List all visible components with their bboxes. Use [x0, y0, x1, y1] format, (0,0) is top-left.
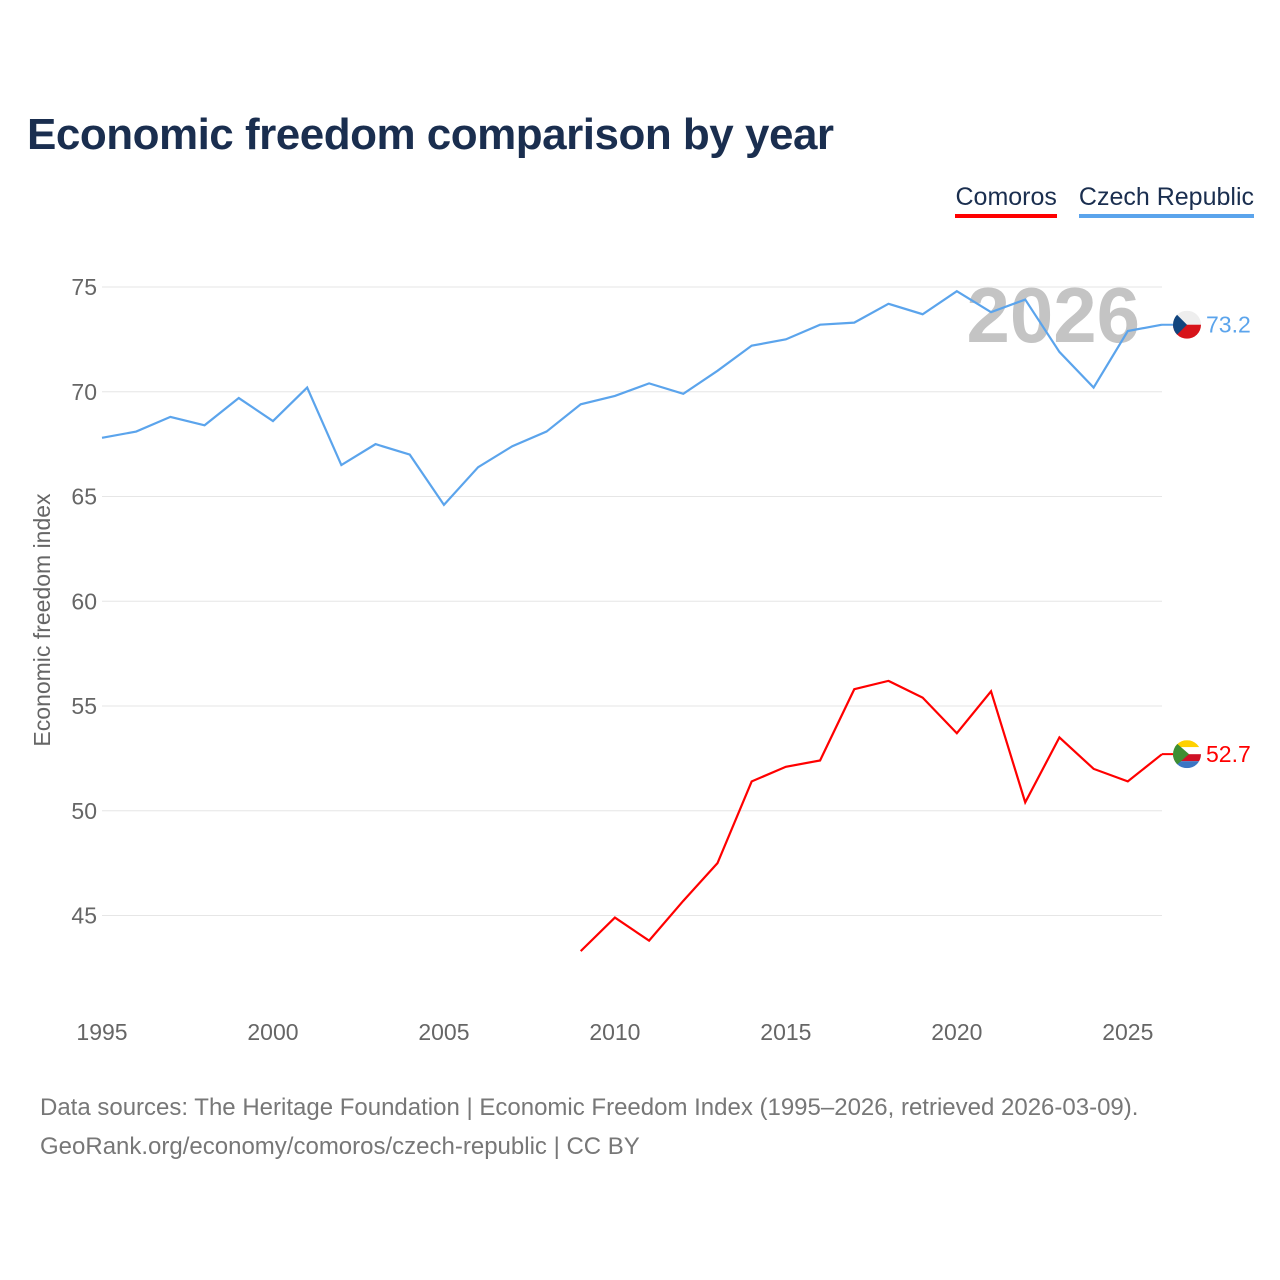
y-tick-label: 45 [71, 903, 97, 929]
legend: Comoros Czech Republic [955, 183, 1254, 218]
x-tick-label: 2025 [1102, 1019, 1153, 1045]
watermark-year: 2026 [966, 271, 1140, 359]
end-value-label-comoros: 52.7 [1206, 741, 1251, 767]
legend-item-czech-republic[interactable]: Czech Republic [1078, 183, 1254, 218]
y-tick-label: 60 [71, 588, 97, 614]
x-tick-label: 2020 [931, 1019, 982, 1045]
y-tick-label: 70 [71, 379, 97, 405]
series-line-czech-republic [101, 289, 1163, 507]
x-tick-label: 2010 [589, 1019, 640, 1045]
footer-link[interactable]: GeoRank.org/economy/comoros/czech-republ… [40, 1133, 640, 1160]
end-value-label-czech-republic: 73.2 [1206, 312, 1251, 338]
y-tick-label: 55 [71, 693, 97, 719]
y-tick-label: 50 [71, 798, 97, 824]
chart-title: Economic freedom comparison by year [27, 110, 834, 159]
series-line-comoros [579, 679, 1163, 952]
x-tick-label: 1995 [76, 1019, 127, 1045]
x-tick-label: 2000 [247, 1019, 298, 1045]
x-tick-label: 2005 [418, 1019, 469, 1045]
comoros-flag-icon [1173, 740, 1201, 769]
czech-republic-flag-icon [1173, 310, 1201, 339]
legend-item-comoros[interactable]: Comoros [955, 183, 1057, 218]
y-tick-label: 65 [71, 484, 97, 510]
footer: Data sources: The Heritage Foundation | … [40, 1088, 1138, 1166]
footer-sources: Data sources: The Heritage Foundation | … [40, 1094, 1139, 1121]
x-tick-label: 2015 [760, 1019, 811, 1045]
y-tick-label: 75 [71, 274, 97, 300]
y-axis-label: Economic freedom index [29, 493, 55, 747]
